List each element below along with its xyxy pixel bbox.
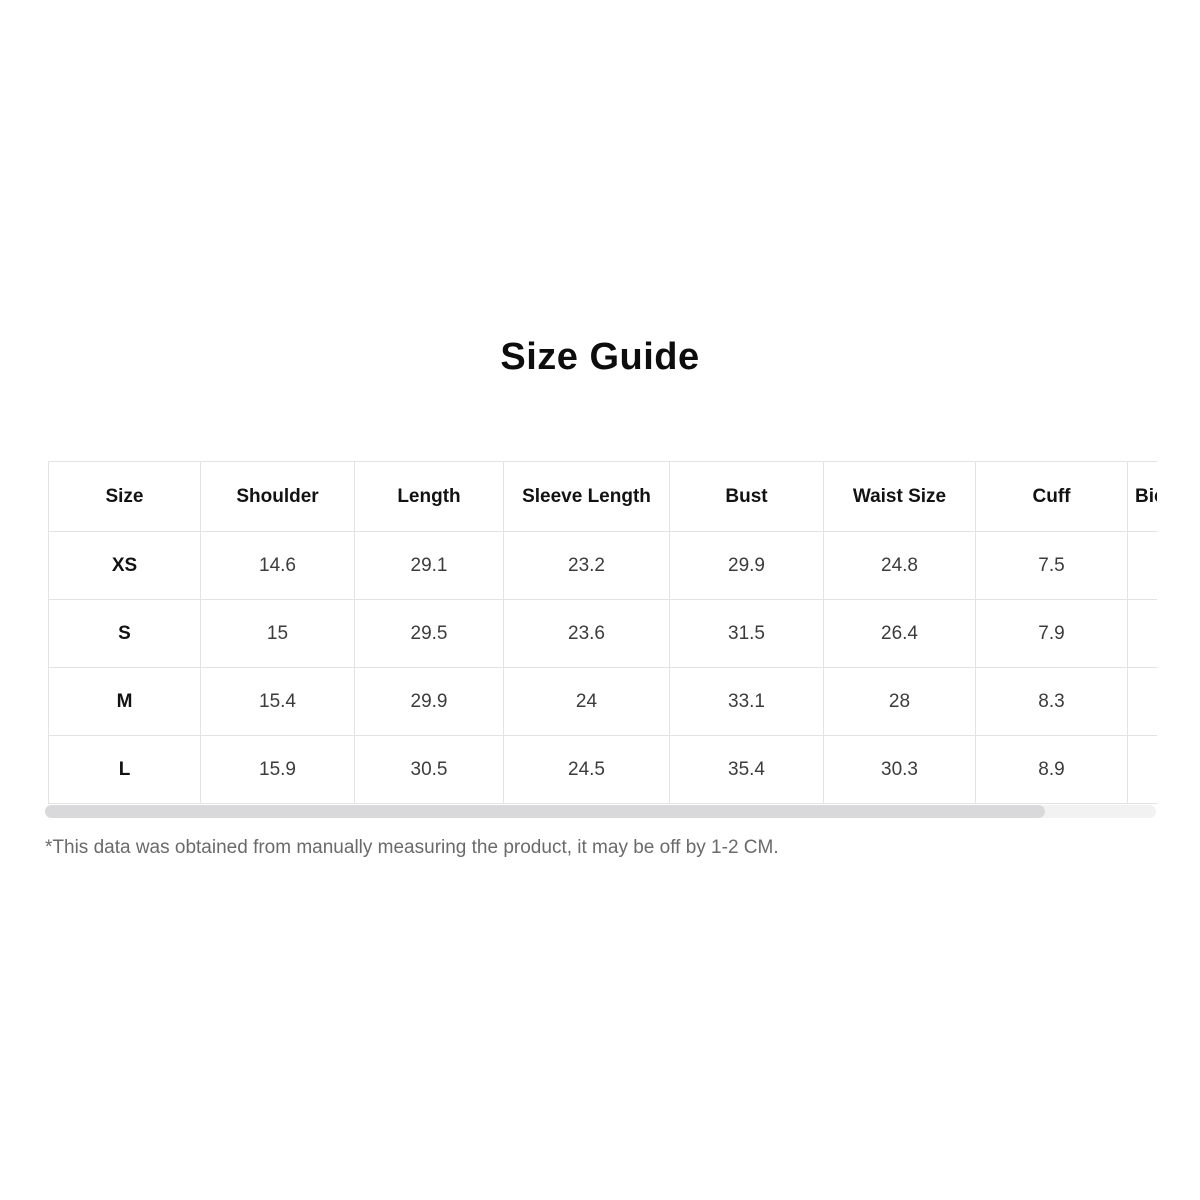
column-header-size: Size — [48, 461, 201, 532]
cell-bicep — [1127, 531, 1157, 600]
measurement-disclaimer: *This data was obtained from manually me… — [45, 837, 779, 858]
horizontal-scrollbar-thumb[interactable] — [45, 805, 1045, 818]
cell-cuff: 8.9 — [975, 735, 1128, 804]
cell-size: S — [48, 599, 201, 668]
cell-sleeve-length: 24.5 — [503, 735, 670, 804]
cell-bust: 35.4 — [669, 735, 824, 804]
column-header-bust: Bust — [669, 461, 824, 532]
column-header-shoulder: Shoulder — [200, 461, 355, 532]
cell-waist-size: 26.4 — [823, 599, 976, 668]
column-header-bicep: Bicep — [1127, 461, 1157, 532]
cell-bust: 31.5 — [669, 599, 824, 668]
cell-length: 30.5 — [354, 735, 504, 804]
page-title: Size Guide — [500, 336, 700, 378]
cell-waist-size: 24.8 — [823, 531, 976, 600]
column-header-sleeve-length: Sleeve Length — [503, 461, 670, 532]
cell-shoulder: 15.4 — [200, 667, 355, 736]
table-row-m: M 15.4 29.9 24 33.1 28 8.3 — [48, 667, 1157, 736]
cell-sleeve-length: 23.6 — [503, 599, 670, 668]
cell-cuff: 8.3 — [975, 667, 1128, 736]
table-row-l: L 15.9 30.5 24.5 35.4 30.3 8.9 — [48, 735, 1157, 804]
cell-bicep — [1127, 735, 1157, 804]
table-row-xs: XS 14.6 29.1 23.2 29.9 24.8 7.5 — [48, 531, 1157, 600]
column-header-waist-size: Waist Size — [823, 461, 976, 532]
cell-length: 29.1 — [354, 531, 504, 600]
cell-shoulder: 14.6 — [200, 531, 355, 600]
horizontal-scrollbar-track[interactable] — [45, 805, 1156, 818]
size-table: Size Shoulder Length Sleeve Length Bust … — [48, 461, 1157, 804]
cell-length: 29.9 — [354, 667, 504, 736]
cell-bicep — [1127, 667, 1157, 736]
cell-size: L — [48, 735, 201, 804]
cell-cuff: 7.5 — [975, 531, 1128, 600]
column-header-cuff: Cuff — [975, 461, 1128, 532]
cell-bust: 33.1 — [669, 667, 824, 736]
cell-waist-size: 28 — [823, 667, 976, 736]
cell-shoulder: 15.9 — [200, 735, 355, 804]
cell-shoulder: 15 — [200, 599, 355, 668]
table-row-s: S 15 29.5 23.6 31.5 26.4 7.9 — [48, 599, 1157, 668]
cell-sleeve-length: 23.2 — [503, 531, 670, 600]
header-row: Size Shoulder Length Sleeve Length Bust … — [48, 461, 1157, 532]
cell-length: 29.5 — [354, 599, 504, 668]
cell-sleeve-length: 24 — [503, 667, 670, 736]
size-table-viewport[interactable]: Size Shoulder Length Sleeve Length Bust … — [48, 461, 1157, 805]
cell-waist-size: 30.3 — [823, 735, 976, 804]
cell-bicep — [1127, 599, 1157, 668]
column-header-length: Length — [354, 461, 504, 532]
cell-size: M — [48, 667, 201, 736]
cell-cuff: 7.9 — [975, 599, 1128, 668]
cell-bust: 29.9 — [669, 531, 824, 600]
cell-size: XS — [48, 531, 201, 600]
